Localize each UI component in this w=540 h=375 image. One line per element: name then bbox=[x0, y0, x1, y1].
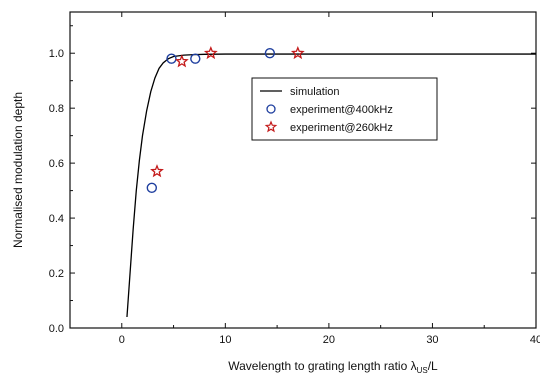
data-point-400khz bbox=[190, 53, 201, 64]
data-point-260khz bbox=[290, 45, 305, 60]
y-tick-label: 0.2 bbox=[49, 268, 64, 280]
legend-label: simulation bbox=[290, 86, 340, 98]
y-axis-label: Normalised modulation depth bbox=[11, 92, 25, 248]
data-point-260khz bbox=[203, 45, 218, 60]
legend-swatch-400khz bbox=[266, 104, 276, 114]
legend-label: experiment@260kHz bbox=[290, 122, 393, 134]
legend-label: experiment@400kHz bbox=[290, 104, 393, 116]
y-tick-label: 1.0 bbox=[49, 48, 64, 60]
y-tick-label: 0.6 bbox=[49, 158, 64, 170]
data-point-260khz bbox=[150, 164, 164, 178]
y-tick-label: 0.0 bbox=[49, 323, 64, 335]
x-tick-label: 20 bbox=[323, 334, 335, 346]
y-tick-label: 0.4 bbox=[49, 213, 64, 225]
simulation-line bbox=[126, 53, 536, 318]
x-tick-label: 10 bbox=[219, 334, 231, 346]
y-tick-label: 0.8 bbox=[49, 103, 64, 115]
data-point-400khz bbox=[264, 48, 276, 59]
legend-box bbox=[251, 77, 438, 141]
data-point-400khz bbox=[146, 182, 158, 194]
data-point-260khz bbox=[174, 54, 189, 68]
plot-frame bbox=[69, 11, 537, 329]
x-tick-label: 30 bbox=[426, 334, 438, 346]
x-tick-label: 0 bbox=[119, 334, 125, 346]
x-axis-label: Wavelength to grating length ratio λUS/L bbox=[228, 359, 438, 375]
legend-swatch-260khz bbox=[264, 120, 278, 133]
x-tick-label: 40 bbox=[530, 334, 540, 346]
data-point-400khz bbox=[166, 53, 177, 64]
